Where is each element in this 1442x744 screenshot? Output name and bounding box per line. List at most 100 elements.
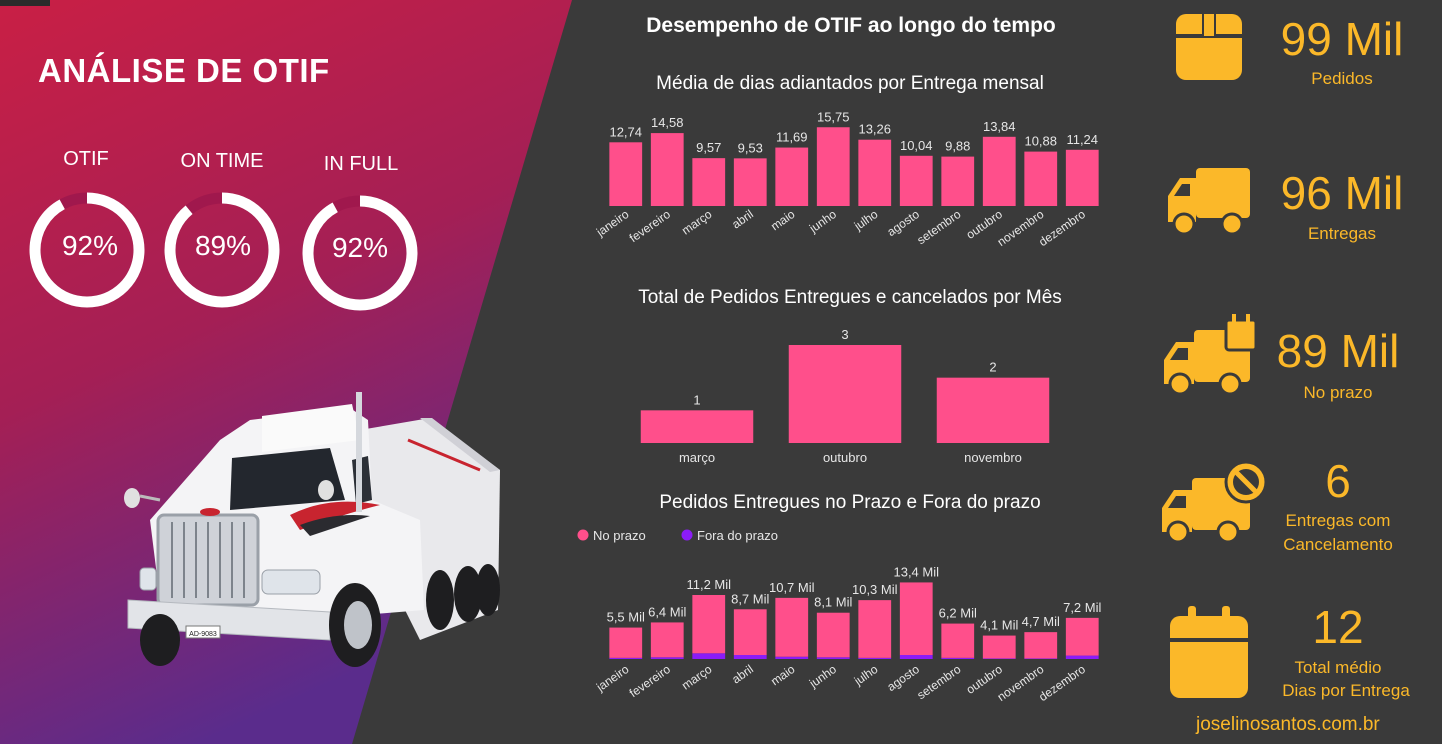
- bar-no-prazo-outubro[interactable]: [982, 635, 1016, 659]
- bar-fevereiro[interactable]: [650, 133, 684, 206]
- gauge-value-in-full: 92%: [331, 232, 389, 263]
- tick-label-abril: abril: [729, 207, 756, 231]
- bar-dezembro[interactable]: [1065, 149, 1099, 206]
- bar-no-prazo-novembro[interactable]: [1024, 632, 1058, 659]
- tick-label-marco: março: [679, 662, 715, 693]
- bar-marco[interactable]: [692, 158, 726, 206]
- gauge-label-in-full: IN FULL: [323, 153, 399, 175]
- kpi-deliveries-value: 96 Mil: [1280, 167, 1404, 219]
- legend-marker-no-prazo: [577, 529, 589, 541]
- truck-cancel-icon: [1162, 460, 1268, 544]
- tick-label-janeiro: janeiro: [593, 207, 632, 240]
- gauge-value-otif: 92%: [61, 230, 119, 261]
- gauge-arc-otif: [29, 192, 145, 308]
- chart1-title: Média de dias adiantados por Entrega men…: [656, 73, 1044, 94]
- bar-fora-do-prazo-setembro[interactable]: [941, 657, 975, 659]
- tick-label-dezembro: dezembro: [1036, 662, 1088, 704]
- kpi-cancelled-label-2: Cancelamento: [1283, 535, 1393, 554]
- truck-calendar-icon: [1164, 314, 1258, 396]
- chart-cancelled-orders: 1 março 3 outubro 2 novembro: [640, 327, 1050, 465]
- bar-outubro[interactable]: [982, 136, 1016, 206]
- kpi-cancelled-label-1: Entregas com: [1285, 511, 1391, 530]
- data-label-setembro: 6,2 Mil: [939, 606, 977, 621]
- data-label-maio: 10,7 Mil: [769, 580, 815, 595]
- data-label-marco: 1: [693, 392, 700, 407]
- tick-label-julho: julho: [851, 207, 881, 234]
- tick-label-novembro: novembro: [964, 450, 1022, 465]
- bar-no-prazo-janeiro[interactable]: [609, 627, 643, 658]
- data-label-novembro: 4,7 Mil: [1022, 614, 1060, 629]
- bar-setembro[interactable]: [941, 156, 975, 206]
- kpi-avg-days-label-2: Dias por Entrega: [1282, 681, 1410, 700]
- gauge-label-on-time: ON TIME: [180, 150, 264, 172]
- bar-no-prazo-abril[interactable]: [733, 609, 767, 655]
- bar-novembro[interactable]: [936, 377, 1050, 443]
- truck-image: AD-9083: [124, 392, 500, 667]
- bar-junho[interactable]: [816, 127, 850, 206]
- tick-label-junho: junho: [806, 207, 839, 236]
- bar-fora-do-prazo-agosto[interactable]: [899, 655, 933, 659]
- calendar-icon: [1170, 606, 1248, 698]
- data-label-novembro: 10,88: [1024, 134, 1057, 149]
- bar-no-prazo-dezembro[interactable]: [1065, 617, 1099, 656]
- kpi-deliveries-label: Entregas: [1307, 224, 1377, 243]
- gauges: [29, 192, 418, 311]
- chart-on-time-vs-late: No prazo Fora do prazo 5,5 Mil janeiro 6,4 M…: [577, 528, 1102, 704]
- bar-julho[interactable]: [858, 139, 892, 206]
- bar-marco[interactable]: [640, 410, 754, 443]
- legend-label-fora-do-prazo[interactable]: Fora do prazo: [697, 528, 778, 543]
- bar-fora-do-prazo-abril[interactable]: [733, 655, 767, 659]
- bar-maio[interactable]: [775, 147, 809, 206]
- data-label-abril: 9,53: [738, 140, 763, 155]
- data-label-fevereiro: 14,58: [651, 115, 684, 130]
- bar-fora-do-prazo-dezembro[interactable]: [1065, 655, 1099, 659]
- bar-no-prazo-agosto[interactable]: [899, 582, 933, 655]
- bar-fora-do-prazo-fevereiro[interactable]: [650, 657, 684, 659]
- bar-outubro[interactable]: [788, 345, 902, 443]
- data-label-agosto: 10,04: [900, 138, 933, 153]
- bar-fora-do-prazo-maio[interactable]: [775, 656, 809, 659]
- data-label-julho: 13,26: [858, 122, 891, 137]
- bar-fora-do-prazo-marco[interactable]: [692, 653, 726, 659]
- bar-no-prazo-julho[interactable]: [858, 600, 892, 658]
- bar-fora-do-prazo-outubro[interactable]: [982, 658, 1016, 659]
- license-plate: AD-9083: [189, 631, 217, 638]
- bar-no-prazo-setembro[interactable]: [941, 623, 975, 658]
- bar-agosto[interactable]: [899, 155, 933, 206]
- tick-label-maio: maio: [768, 207, 798, 234]
- kpi-on-time-value: 89 Mil: [1276, 325, 1400, 377]
- tick-label-marco: março: [679, 207, 715, 238]
- data-label-marco: 11,2 Mil: [686, 577, 731, 592]
- gauge-label-otif: OTIF: [63, 148, 109, 170]
- bar-janeiro[interactable]: [609, 142, 643, 206]
- data-label-agosto: 13,4 Mil: [893, 564, 939, 579]
- bar-fora-do-prazo-julho[interactable]: [858, 657, 892, 659]
- bar-no-prazo-junho[interactable]: [816, 612, 850, 658]
- bar-fora-do-prazo-janeiro[interactable]: [609, 657, 643, 659]
- data-label-dezembro: 11,24: [1066, 132, 1098, 147]
- bar-fora-do-prazo-junho[interactable]: [816, 657, 850, 659]
- kpi-icons: [1162, 14, 1268, 698]
- kpi-cancelled-value: 6: [1325, 455, 1351, 507]
- kpi-avg-days-label-1: Total médio: [1294, 658, 1382, 677]
- data-label-setembro: 9,88: [945, 139, 970, 154]
- bar-no-prazo-fevereiro[interactable]: [650, 622, 684, 658]
- bar-novembro[interactable]: [1024, 151, 1058, 206]
- chart-avg-days-early: 12,74 janeiro 14,58 fevereiro 9,57 março 9,53 a…: [593, 110, 1099, 249]
- kpi-orders-label: Pedidos: [1311, 69, 1373, 88]
- gauge-arc-in-full: [302, 195, 418, 311]
- data-label-julho: 10,3 Mil: [852, 582, 898, 597]
- chart2-title: Total de Pedidos Entregues e cancelados …: [638, 287, 1062, 308]
- bar-abril[interactable]: [733, 158, 767, 206]
- data-label-maio: 11,69: [776, 130, 808, 145]
- bar-fora-do-prazo-novembro[interactable]: [1024, 658, 1058, 659]
- data-label-junho: 15,75: [817, 110, 850, 124]
- box-icon: [1176, 14, 1242, 80]
- legend-label-no-prazo[interactable]: No prazo: [593, 528, 646, 543]
- gauge-value-on-time: 89%: [194, 230, 252, 261]
- legend-marker-fora-do-prazo: [681, 529, 693, 541]
- page-title: ANÁLISE DE OTIF: [38, 52, 330, 89]
- tick-label-setembro: setembro: [914, 207, 963, 247]
- bar-no-prazo-maio[interactable]: [775, 597, 809, 657]
- bar-no-prazo-marco[interactable]: [692, 595, 726, 654]
